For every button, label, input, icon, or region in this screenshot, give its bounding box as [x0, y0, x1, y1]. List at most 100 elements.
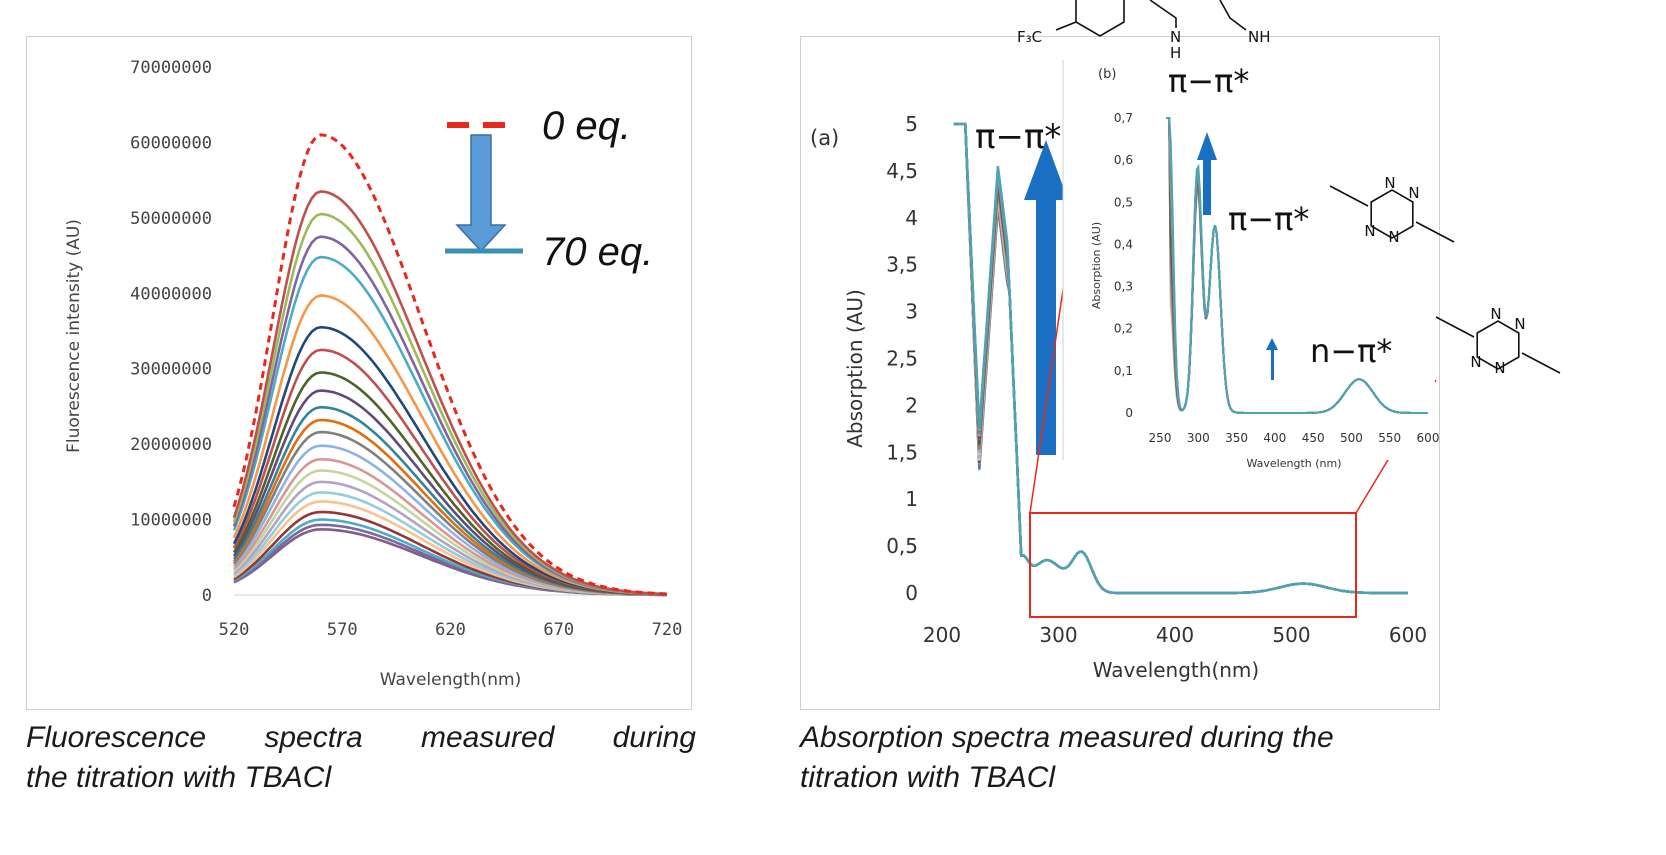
transition-label: π−π*	[1168, 62, 1249, 100]
y-tick-label: 10000000	[130, 511, 212, 531]
inset-y-tick-label: 0,3	[1114, 280, 1133, 294]
inset-x-tick-label: 400	[1263, 431, 1286, 445]
cf3-label: F₃C	[1017, 28, 1042, 46]
methyl-bond	[1415, 221, 1455, 243]
nitrogen-label: N	[1388, 228, 1399, 246]
nitrogen-label: N	[1494, 359, 1505, 377]
y-tick-label: 30000000	[130, 360, 212, 380]
urea-structure-fragment	[1055, 0, 1247, 37]
caption-line: Fluorescence spectra measured during	[26, 721, 696, 754]
y-tick-label: 3	[905, 300, 918, 324]
inset-x-axis-label: Wavelength (nm)	[1246, 457, 1341, 470]
nitrogen-label: N	[1490, 305, 1501, 323]
transition-label: π−π*	[1228, 200, 1309, 238]
ring-bond	[1219, 0, 1247, 31]
y-tick-label: 1	[905, 487, 918, 511]
spectrum-line-0eq	[232, 133, 668, 596]
inset-x-tick-label: 350	[1225, 431, 1248, 445]
fluorescence-chart: 0 10000000 20000000 30000000 40000000 5000000…	[64, 58, 683, 690]
y-tick-label: 4	[905, 206, 918, 230]
transition-label: n−π*	[1310, 332, 1392, 370]
y-tick-label: 4,5	[886, 159, 918, 183]
y-tick-label: 2,5	[886, 347, 918, 371]
inset-x-tick-label: 450	[1302, 431, 1325, 445]
y-tick-label: 3,5	[886, 253, 918, 277]
nitrogen-label: N	[1408, 184, 1419, 202]
caption-line: the titration with TBACl	[26, 761, 332, 794]
panel-label-b: (b)	[1098, 67, 1116, 82]
x-tick-label: 500	[1272, 623, 1310, 647]
x-tick-label: 400	[1156, 623, 1194, 647]
inset-x-tick-label: 500	[1340, 431, 1363, 445]
inset-y-tick-label: 0,1	[1114, 364, 1133, 378]
legend-end-label: 70 eq.	[542, 230, 653, 274]
inset-y-tick-label: 0,4	[1114, 237, 1133, 251]
x-tick-label: 720	[652, 620, 683, 640]
y-tick-label: 50000000	[130, 209, 212, 229]
y-tick-label: 0	[905, 581, 918, 605]
panel-label-a: (a)	[810, 126, 839, 150]
tetrazine-structure	[1435, 316, 1561, 374]
y-tick-label: 2	[905, 393, 918, 417]
y-tick-label: 0,5	[886, 534, 918, 558]
ring-bond	[1055, 21, 1077, 31]
nitrogen-label: N	[1364, 222, 1375, 240]
ring-bond	[1370, 189, 1414, 239]
inset-y-tick-label: 0	[1125, 406, 1133, 420]
absorption-caption: Absorption spectra measured during the t…	[800, 718, 1450, 798]
inset-x-tick-label: 250	[1149, 431, 1172, 445]
y-axis-label: Absorption (AU)	[843, 289, 867, 448]
nitrogen-label: N	[1384, 174, 1395, 192]
caption-line: titration with TBACl	[800, 761, 1056, 794]
y-tick-label: 20000000	[130, 435, 212, 455]
ring-bond	[1149, 0, 1177, 28]
inset-increase-arrow	[1197, 132, 1217, 215]
inset-y-tick-label: 0,2	[1114, 322, 1133, 336]
inset-x-tick-label: 600	[1417, 431, 1440, 445]
tetrazine-structure	[1329, 185, 1455, 243]
x-tick-label: 600	[1389, 623, 1427, 647]
y-tick-label: 70000000	[130, 58, 212, 78]
inset-y-tick-label: 0,7	[1114, 111, 1133, 125]
inset-x-tick-label: 550	[1378, 431, 1401, 445]
nitrogen-label: N	[1514, 315, 1525, 333]
x-tick-label: 670	[543, 620, 574, 640]
zoom-box	[1029, 512, 1357, 618]
y-tick-label: 60000000	[130, 133, 212, 153]
fluorescence-caption: Fluorescence spectra measured during the…	[26, 718, 696, 798]
inset-x-tick-label: 300	[1187, 431, 1210, 445]
y-tick-label: 0	[202, 586, 212, 606]
ring-bond	[1075, 0, 1125, 37]
nitrogen-label: N	[1470, 353, 1481, 371]
legend-start-label: 0 eq.	[542, 104, 631, 148]
titration-arrow	[455, 134, 507, 253]
nh-label: N	[1170, 28, 1181, 46]
x-tick-label: 300	[1039, 623, 1077, 647]
x-axis-label: Wavelength(nm)	[380, 670, 521, 690]
inset-small-arrow	[1266, 338, 1278, 380]
nh-label: NH	[1248, 28, 1271, 46]
inset-y-tick-label: 0,5	[1114, 195, 1133, 209]
x-axis-label: Wavelength(nm)	[1093, 658, 1259, 682]
x-tick-label: 520	[219, 620, 250, 640]
y-tick-label: 5	[905, 112, 918, 136]
absorption-increase-arrow	[1024, 140, 1068, 455]
y-tick-label: 1,5	[886, 440, 918, 464]
inset-spectrum-line	[1166, 117, 1428, 414]
inset-y-axis-label: Absorption (AU)	[1090, 222, 1103, 309]
x-tick-label: 200	[923, 623, 961, 647]
y-tick-label: 40000000	[130, 284, 212, 304]
transition-label: π−π*	[975, 117, 1061, 157]
x-tick-label: 570	[327, 620, 358, 640]
caption-line: Absorption spectra measured during the	[800, 721, 1334, 754]
h-label: H	[1170, 44, 1181, 62]
methyl-bond	[1521, 352, 1561, 374]
x-tick-label: 620	[435, 620, 466, 640]
inset-y-tick-label: 0,6	[1114, 153, 1133, 167]
fluorescence-chart-panel: 0 10000000 20000000 30000000 40000000 5000000…	[26, 36, 692, 710]
ring-bond	[1476, 320, 1520, 370]
methyl-bond	[1329, 185, 1369, 207]
y-axis-label: Fluorescence intensity (AU)	[64, 219, 84, 453]
methyl-bond	[1435, 316, 1475, 338]
